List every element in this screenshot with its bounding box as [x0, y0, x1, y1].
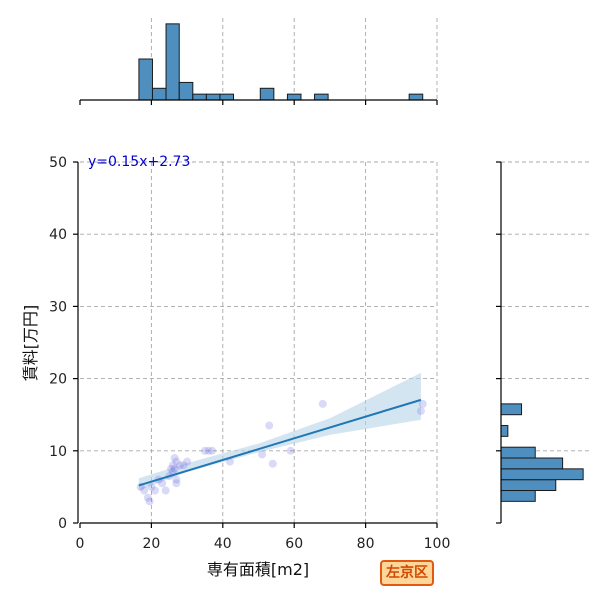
scatter-point: [145, 497, 154, 506]
scatter-point: [208, 446, 217, 455]
top-histogram-bar: [408, 93, 424, 101]
scatter-point: [200, 446, 209, 455]
scatter-point: [167, 464, 176, 473]
scatter-point: [170, 464, 179, 473]
scatter-point: [416, 407, 425, 416]
y-axis-title: 賃料[万円]: [21, 305, 40, 382]
right-histogram-bars: [500, 403, 584, 502]
scatter-point: [140, 486, 149, 495]
regression-equation: y=0.15x+2.73: [88, 154, 190, 170]
scatter-point: [179, 461, 188, 470]
scatter-grid: [80, 161, 438, 523]
confidence-band: [138, 372, 421, 491]
x-tick-label: 20: [142, 536, 160, 552]
top-histogram-bar: [151, 87, 167, 101]
right-histogram-bar: [500, 425, 509, 437]
scatter-point: [265, 421, 274, 430]
x-tick-label: 0: [76, 536, 85, 552]
scatter-point: [147, 482, 156, 491]
x-tick-label: 60: [285, 536, 303, 552]
scatter-point: [183, 457, 192, 466]
right-histogram-bar: [500, 446, 536, 459]
top-histogram-bar: [192, 93, 207, 101]
top-histogram-grid: [150, 18, 438, 100]
regression-line-path: [138, 398, 422, 487]
right-histogram-bar: [500, 479, 557, 492]
scatter-point: [158, 479, 167, 488]
top-histogram-bars: [138, 23, 424, 101]
y-tick-label: 30: [49, 299, 67, 315]
ward-badge: 左京区: [380, 560, 434, 586]
scatter-point: [143, 493, 152, 502]
top-histogram-bar: [286, 93, 302, 101]
top-histogram: [79, 18, 438, 105]
top-histogram-bar: [165, 23, 180, 101]
top-histogram-ticks: [79, 100, 438, 105]
y-tick-label: 20: [49, 372, 67, 388]
top-histogram-bar: [178, 81, 194, 101]
scatter-point: [161, 486, 170, 495]
scatter-point: [258, 450, 267, 459]
scatter-point: [204, 446, 213, 455]
right-histogram: [496, 161, 590, 524]
scatter-point: [286, 446, 295, 455]
regression-line: [138, 398, 422, 487]
top-histogram-bar: [314, 93, 329, 101]
x-axis-ticks: 0 20 40 60 80 100: [76, 523, 451, 552]
scatter-point: [225, 457, 234, 466]
confidence-band-area: [138, 372, 421, 491]
scatter-point: [150, 486, 159, 495]
right-histogram-bar: [500, 403, 523, 416]
scatter-point: [418, 399, 427, 408]
scatter-point: [172, 475, 181, 484]
y-tick-label: 10: [49, 444, 67, 460]
y-tick-label: 50: [49, 155, 67, 171]
scatter-point: [172, 457, 181, 466]
top-histogram-bar: [219, 93, 235, 101]
y-tick-label: 0: [58, 516, 67, 532]
x-tick-label: 100: [424, 536, 451, 552]
x-axis-title: 専有面積[m2]: [207, 560, 309, 579]
scatter-point: [318, 399, 327, 408]
right-histogram-ticks: [496, 161, 501, 524]
y-tick-label: 40: [49, 227, 67, 243]
top-histogram-bar: [138, 58, 153, 101]
x-tick-label: 40: [214, 536, 232, 552]
top-histogram-bar: [205, 93, 221, 101]
scatter-point: [170, 454, 179, 463]
top-histogram-bar: [259, 87, 275, 101]
scatter-point: [172, 479, 181, 488]
y-axis-ticks: 0 10 20 30 40 50: [49, 155, 78, 532]
scatter-point: [268, 459, 277, 468]
right-histogram-bar: [500, 490, 536, 502]
right-histogram-bar: [500, 468, 584, 481]
scatter-point: [175, 461, 184, 470]
scatter-plot: 0 20 40 60 80 100 0 10 20 30 40 50 y=0.15x+2.73 専有…: [21, 154, 450, 579]
scatter-point: [168, 461, 177, 470]
x-tick-label: 80: [357, 536, 375, 552]
right-histogram-bar: [500, 457, 564, 470]
